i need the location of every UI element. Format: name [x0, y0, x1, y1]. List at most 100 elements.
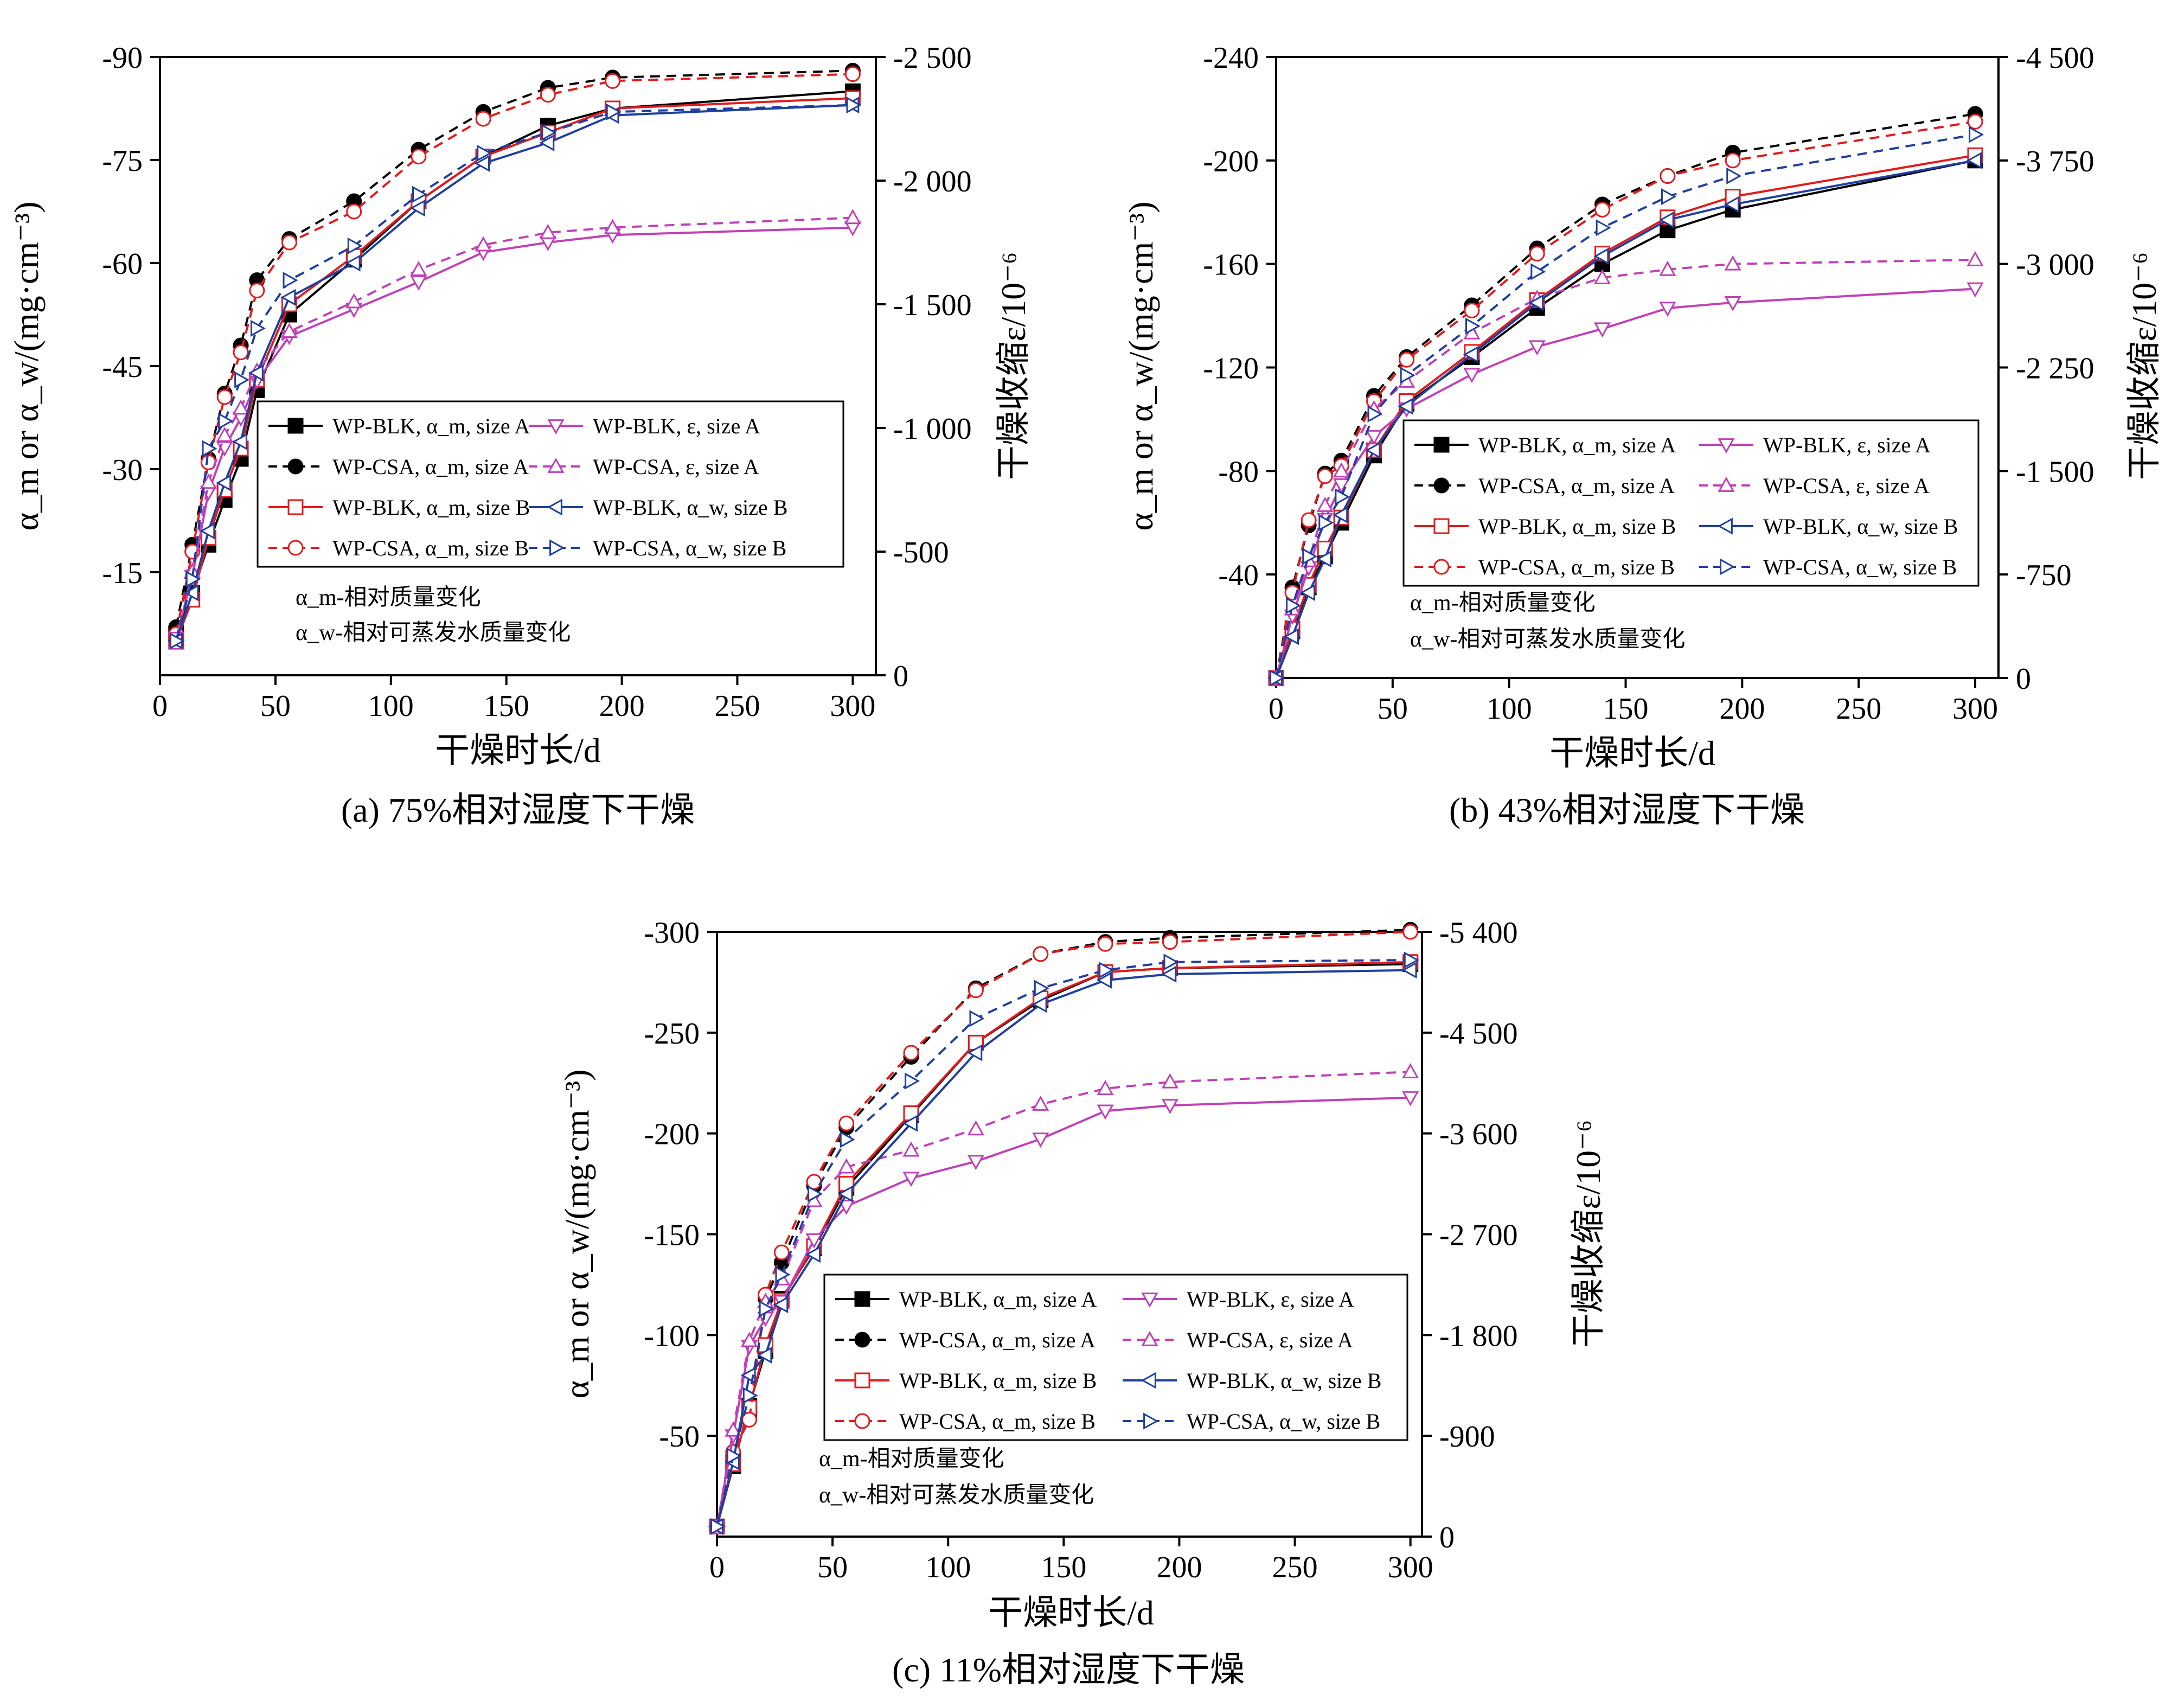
legend-label: WP-CSA, α_m, size A [899, 1328, 1096, 1352]
data-point [1402, 1091, 1419, 1106]
legend-label: WP-BLK, ε, size A [1187, 1287, 1354, 1312]
panel-c-x-label: 干燥时长/d [988, 1594, 1154, 1632]
y-left-tick-label: -120 [1203, 352, 1259, 386]
data-point [232, 399, 249, 415]
x-tick-label: 250 [1272, 1551, 1318, 1584]
x-tick-label: 50 [260, 689, 291, 723]
data-point [1661, 188, 1676, 206]
data-point [1161, 965, 1177, 983]
series-line [1275, 159, 1976, 679]
legend-label: WP-BLK, α_w, size B [1187, 1368, 1381, 1393]
y-left-tick-label: -15 [102, 556, 143, 590]
panel-b-legend-entries: WP-BLK, α_m, size A WP-BLK, ε, size A WP-C… [1414, 433, 1958, 579]
data-point [902, 1141, 920, 1157]
data-point [218, 412, 234, 430]
x-tick-label: 0 [152, 689, 168, 723]
data-point [1302, 548, 1318, 565]
y-left-tick-label: -240 [1203, 41, 1259, 75]
data-point [1660, 168, 1676, 184]
data-point [1593, 269, 1611, 285]
data-point [1659, 260, 1676, 276]
data-point [902, 1115, 918, 1132]
legend-entry: WP-CSA, α_m, size B [835, 1409, 1096, 1434]
data-point [1528, 340, 1546, 356]
data-point [1097, 1079, 1114, 1095]
data-point [606, 103, 622, 120]
legend-entry: WP-CSA, α_m, size A [835, 1328, 1096, 1352]
panel-b-series-layer [1267, 106, 1984, 687]
data-point [1283, 628, 1299, 645]
y-left-tick-label: -200 [1203, 145, 1259, 178]
data-point [1969, 126, 1984, 143]
panel-a-x-label: 干燥时长/d [435, 731, 601, 770]
y-right-tick-label: -3 750 [2016, 145, 2094, 178]
y-left-tick-label: -40 [1218, 559, 1259, 592]
data-point [741, 1411, 758, 1428]
y-right-tick-label: -2 250 [2016, 352, 2094, 386]
panel-c-caption: (c) 11%相对湿度下干燥 [892, 1651, 1245, 1689]
legend-entry: WP-BLK, α_m, size B [1414, 514, 1676, 539]
data-point [1724, 196, 1740, 213]
data-point [1270, 669, 1285, 687]
data-point [1530, 263, 1546, 280]
data-point [969, 1010, 985, 1027]
legend-marker [547, 457, 565, 473]
data-point [1032, 1095, 1049, 1111]
data-point [844, 209, 861, 225]
panel-a-legend-box [257, 400, 844, 568]
series-2 [709, 922, 1419, 1534]
legend-label: WP-CSA, ε, size A [1187, 1328, 1353, 1352]
legend-marker [547, 419, 565, 435]
data-point [475, 236, 492, 252]
legend-entry: WP-CSA, ε, size A [529, 455, 759, 479]
data-point [1724, 296, 1741, 311]
data-point [604, 219, 622, 234]
legend-entry: WP-CSA, α_w, size B [529, 536, 786, 560]
panel-b-legend-box [1402, 419, 1980, 587]
legend-marker [1433, 437, 1450, 453]
legend-label: WP-CSA, α_m, size A [332, 455, 529, 479]
legend-entry: WP-BLK, α_w, size B [1699, 514, 1958, 539]
data-point [1402, 924, 1419, 940]
panel-c-y-right-label: 干燥收缩ε/10⁻⁶ [1569, 1120, 1607, 1348]
data-point [1658, 212, 1674, 229]
data-point [1463, 368, 1481, 383]
data-point [346, 203, 362, 220]
data-point [1966, 152, 1982, 169]
data-point [726, 1447, 742, 1464]
data-point [805, 1246, 821, 1263]
legend-entry: WP-CSA, α_w, size B [1699, 555, 1957, 579]
panel-a-series-layer [167, 62, 862, 650]
x-tick-label: 300 [830, 689, 875, 723]
data-point [1966, 251, 1984, 266]
legend-entry: WP-BLK, ε, size A [1699, 433, 1931, 457]
legend-entry: WP-CSA, α_w, size B [1123, 1409, 1380, 1434]
panel-c-note-alpha-m: α_m-相对质量变化 [819, 1446, 1004, 1472]
data-point [347, 237, 363, 254]
data-point [475, 155, 490, 172]
data-point [1400, 367, 1415, 384]
panel-b-note-alpha-w: α_w-相对可蒸发水质量变化 [1410, 626, 1685, 652]
x-tick-label: 250 [715, 689, 760, 723]
panel-c-legend-entries: WP-BLK, α_m, size A WP-BLK, ε, size A WP-C… [835, 1287, 1381, 1434]
y-right-tick-label: -900 [1439, 1420, 1495, 1454]
data-point [216, 474, 232, 491]
data-point [233, 344, 249, 361]
x-tick-label: 200 [599, 689, 645, 723]
data-point [1401, 962, 1417, 979]
data-point [1033, 946, 1049, 962]
legend-entry: WP-CSA, α_m, size B [1414, 555, 1675, 579]
data-point [1032, 996, 1047, 1013]
y-left-tick-label: -160 [1203, 248, 1259, 282]
y-left-tick-label: -90 [102, 41, 143, 75]
data-point [183, 584, 199, 602]
data-point [185, 571, 201, 588]
panel-a-y-left-label: α_m or α_w/(mg·cm⁻³) [7, 201, 46, 530]
series-8 [710, 951, 1419, 1535]
y-left-tick-label: -60 [102, 247, 143, 281]
panel-c-right-ticks: -5 400 -4 500 -3 600 -2 700 -1 800 -900 0 [1422, 916, 1518, 1555]
data-point [773, 1296, 789, 1314]
data-point [1967, 113, 1983, 130]
data-point [1367, 405, 1383, 423]
